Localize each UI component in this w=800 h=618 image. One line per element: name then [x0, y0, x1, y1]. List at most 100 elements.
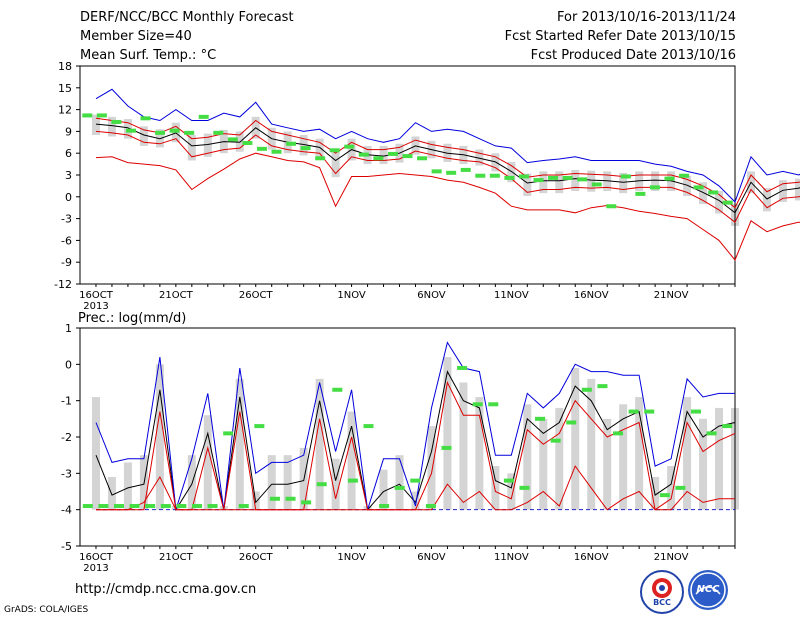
ensemble-box: [587, 378, 596, 510]
ensemble-box: [203, 415, 212, 510]
ncc-logo-text: NCC: [696, 584, 720, 595]
y-tick-label: 0: [65, 191, 72, 204]
source-url[interactable]: http://cmdp.ncc.cma.gov.cn: [75, 582, 257, 597]
ensemble-box: [139, 126, 148, 146]
y-tick-label: -6: [61, 234, 72, 247]
median-marker: [693, 185, 704, 190]
ensemble-box: [443, 357, 452, 510]
median-marker: [635, 191, 646, 196]
x-tick-label: 1NOV: [337, 290, 366, 301]
ensemble-box: [203, 133, 212, 157]
median-marker: [664, 176, 675, 181]
median-marker: [332, 387, 343, 392]
ensemble-box: [475, 397, 484, 510]
median-marker: [472, 402, 483, 407]
median-marker: [285, 496, 296, 501]
median-marker: [679, 173, 690, 178]
y-tick-label: 0: [65, 358, 72, 371]
y-tick-label: -3: [61, 213, 72, 226]
x-tick-label: 26OCT: [239, 552, 274, 563]
ensemble-box: [619, 404, 628, 510]
median-marker: [581, 387, 592, 392]
ensemble-box: [187, 455, 196, 510]
median-marker: [111, 119, 122, 124]
median-marker: [410, 478, 421, 483]
x-tick-label: 1NOV: [337, 552, 366, 563]
median-marker: [722, 424, 733, 429]
median-marker: [191, 504, 202, 509]
median-marker: [708, 190, 719, 195]
y-tick-label: -5: [61, 540, 72, 553]
median-marker: [562, 175, 573, 180]
x-tick-label: 16OCT: [79, 290, 114, 301]
y-tick-label: 18: [58, 60, 72, 73]
median-marker: [184, 130, 195, 135]
ensemble-box: [794, 178, 800, 201]
median-marker: [597, 384, 608, 389]
member-size: Member Size=40: [80, 29, 192, 44]
ensemble-box: [571, 367, 580, 510]
median-marker: [160, 504, 171, 509]
chart-title: DERF/NCC/BCC Monthly Forecast: [80, 10, 294, 25]
ensemble-box: [699, 182, 708, 205]
median-marker: [613, 431, 624, 436]
ensemble-box: [379, 469, 388, 510]
median-marker: [644, 409, 655, 414]
median-marker: [566, 420, 577, 425]
median-marker: [129, 504, 140, 509]
x-tick-sublabel: 2013: [83, 301, 108, 312]
ensemble-box: [523, 173, 532, 197]
x-tick-label: 16NOV: [574, 290, 609, 301]
ensemble-box: [331, 458, 340, 510]
median-marker: [402, 154, 413, 159]
median-marker: [358, 152, 369, 157]
ensemble-box: [778, 180, 787, 202]
median-marker: [198, 114, 209, 119]
median-marker: [242, 141, 253, 146]
median-marker: [446, 170, 457, 175]
median-marker: [518, 174, 529, 179]
median-marker: [82, 113, 93, 118]
series-upper_mean-line: [95, 117, 800, 209]
y-tick-label: -9: [61, 256, 72, 269]
median-marker: [300, 146, 311, 151]
ensemble-box: [411, 491, 420, 510]
y-tick-label: 15: [58, 82, 72, 95]
median-marker: [548, 175, 559, 180]
median-marker: [535, 416, 546, 421]
ensemble-box: [283, 455, 292, 510]
x-tick-label: 21OCT: [159, 290, 194, 301]
median-marker: [176, 504, 187, 509]
median-marker: [169, 128, 180, 133]
series-mean-line: [95, 123, 800, 214]
ensemble-box: [699, 418, 708, 510]
forecast-produced: Fcst Produced Date 2013/10/16: [530, 48, 736, 63]
ensemble-box: [187, 135, 196, 161]
series-lower_mean-line: [96, 380, 736, 511]
ensemble-box: [91, 397, 100, 510]
ensemble-box: [555, 171, 564, 194]
x-tick-label: 6NOV: [417, 552, 446, 563]
ensemble-box: [267, 455, 276, 510]
median-marker: [706, 431, 717, 436]
ensemble-box: [715, 190, 724, 214]
median-marker: [238, 504, 249, 509]
median-marker: [441, 445, 452, 450]
ensemble-box: [107, 476, 116, 510]
median-marker: [659, 493, 670, 498]
median-marker: [269, 496, 280, 501]
median-marker: [223, 431, 234, 436]
median-marker: [347, 478, 358, 483]
x-tick-label: 16NOV: [574, 552, 609, 563]
variable-label: Mean Surf. Temp.: °C: [80, 48, 217, 63]
median-marker: [140, 116, 151, 121]
ensemble-box: [91, 114, 100, 136]
median-marker: [256, 146, 267, 151]
median-marker: [213, 130, 224, 135]
median-marker: [286, 141, 297, 146]
panel-title: Prec.: log(mm/d): [78, 311, 186, 326]
median-marker: [113, 504, 124, 509]
median-marker: [155, 130, 166, 135]
x-tick-label: 11NOV: [494, 290, 529, 301]
ensemble-box: [123, 462, 132, 510]
